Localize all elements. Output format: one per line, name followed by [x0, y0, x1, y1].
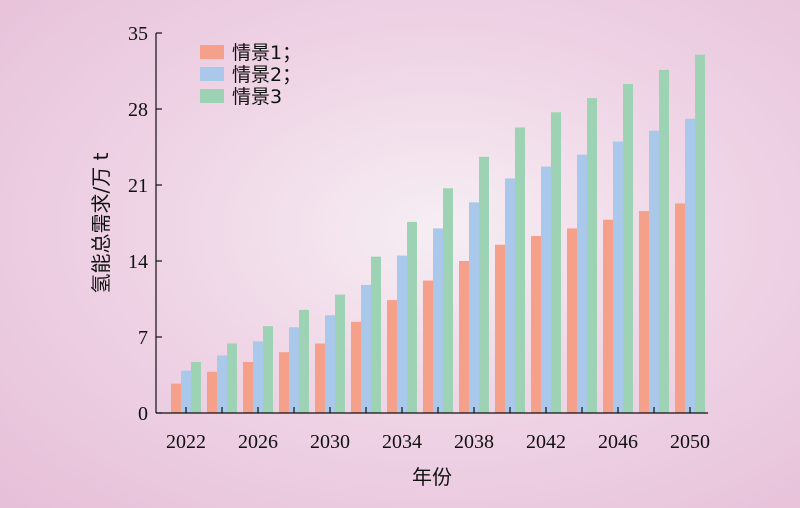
bar-series3-2036	[695, 54, 705, 413]
bar-series1-2032	[531, 236, 541, 413]
legend-label-series2: 情景2；	[232, 64, 301, 86]
legend-label-series1: 情景1；	[232, 42, 301, 64]
bar-series1-2027	[351, 321, 361, 413]
bar-series1-2022	[171, 383, 181, 413]
bar-series1-2026	[315, 343, 325, 413]
bar-series1-2029	[423, 280, 433, 413]
y-tick-label: 21	[128, 175, 148, 197]
bar-series1-2031	[495, 244, 505, 413]
x-tick-label: 2042	[526, 431, 566, 453]
bar-series2-2034	[613, 141, 623, 414]
legend-swatch-series2	[200, 67, 224, 81]
ticks-group: 0 7 14 21 28 35 2022 2026 2030 2034 2038 2042 2046 20…	[128, 23, 710, 453]
bar-series2-2032	[541, 166, 551, 413]
y-tick-label: 28	[128, 99, 148, 121]
x-tick-label: 2046	[598, 431, 638, 453]
legend-swatch-series3	[200, 89, 224, 103]
x-tick-label: 2022	[166, 431, 206, 453]
bar-series2-2030	[469, 202, 479, 413]
bar-series1-2028	[387, 300, 397, 413]
legend-swatch-series1	[200, 45, 224, 59]
legend-label-series3: 情景3	[232, 86, 282, 108]
bar-series2-2033	[577, 154, 587, 413]
x-tick-label: 2050	[670, 431, 710, 453]
bar-series3-2023	[227, 343, 237, 413]
y-tick-label: 0	[138, 403, 148, 425]
bar-series2-2023	[217, 355, 227, 413]
bars-group	[171, 54, 705, 414]
x-tick-label: 2026	[238, 431, 278, 453]
y-tick-label: 35	[128, 23, 148, 45]
bar-series2-2029	[433, 228, 443, 413]
y-tick-label: 14	[128, 251, 148, 273]
bar-series3-2027	[371, 256, 381, 413]
bar-series2-2028	[397, 255, 407, 413]
bar-series3-2029	[443, 188, 453, 413]
bar-series2-2035	[649, 130, 659, 413]
bar-series3-2026	[335, 294, 345, 413]
bar-series2-2031	[505, 178, 515, 413]
bar-series2-2025	[289, 327, 299, 413]
bar-series1-2035	[639, 211, 649, 413]
bar-series2-2026	[325, 315, 335, 413]
axes-group	[155, 33, 708, 414]
bar-series2-2024	[253, 341, 263, 413]
bar-series3-2035	[659, 69, 669, 414]
bar-series3-2024	[263, 326, 273, 413]
x-axis-title: 年份	[412, 465, 452, 489]
bar-series1-2025	[279, 352, 289, 413]
x-tick-label: 2038	[454, 431, 494, 453]
y-tick-label: 7	[138, 327, 148, 349]
legend: 情景1；情景2；情景3	[200, 42, 301, 108]
bar-series2-2022	[181, 370, 191, 413]
bar-series2-2027	[361, 284, 371, 413]
bar-series1-2024	[243, 361, 253, 413]
bar-series3-2034	[623, 84, 633, 414]
bar-series3-2028	[407, 221, 417, 413]
bar-series3-2032	[551, 112, 561, 413]
x-tick-label: 2030	[310, 431, 350, 453]
bar-series3-2033	[587, 98, 597, 414]
bar-series2-2036	[685, 118, 695, 414]
bar-series1-2023	[207, 371, 217, 413]
x-tick-label: 2034	[382, 431, 422, 453]
bar-series3-2030	[479, 156, 489, 413]
bar-series1-2036	[675, 203, 685, 413]
bar-series3-2025	[299, 309, 309, 413]
bar-series1-2033	[567, 228, 577, 413]
bar-series3-2031	[515, 127, 525, 413]
bar-series1-2034	[603, 219, 613, 413]
y-axis-title: 氢能总需求/万 t	[89, 152, 113, 293]
bar-series1-2030	[459, 261, 469, 413]
bar-series3-2022	[191, 361, 201, 413]
